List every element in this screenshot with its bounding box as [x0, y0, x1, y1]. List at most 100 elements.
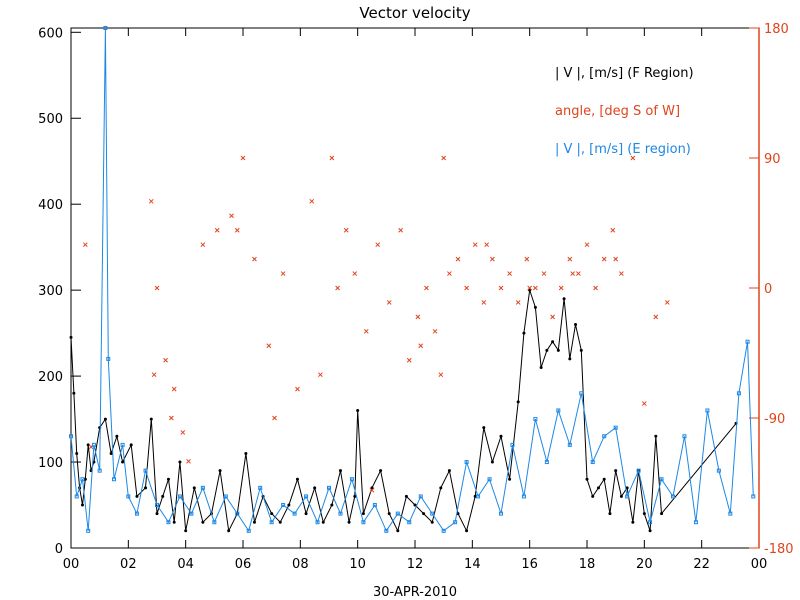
data-point — [372, 503, 377, 508]
legend-angle: angle, [deg S of W] — [555, 104, 680, 119]
data-point — [591, 494, 595, 498]
data-point — [327, 485, 331, 490]
data-point — [716, 468, 721, 473]
data-point — [292, 511, 297, 516]
data-point — [161, 494, 165, 498]
data-point — [641, 401, 647, 406]
y-left-tick-label: 100 — [38, 456, 63, 471]
data-point — [576, 271, 581, 276]
data-point — [562, 297, 566, 301]
data-point — [482, 426, 486, 430]
y-left-tick-label: 200 — [38, 370, 63, 385]
data-point — [476, 494, 481, 499]
data-point — [309, 198, 315, 204]
data-point — [149, 417, 153, 421]
data-point — [527, 285, 533, 291]
data-point — [745, 339, 750, 344]
data-point — [235, 511, 240, 516]
data-point — [508, 477, 512, 481]
data-point — [614, 469, 618, 473]
series-line — [70, 289, 737, 533]
data-point — [86, 528, 91, 533]
data-point — [625, 494, 630, 499]
data-point — [550, 314, 555, 320]
series-2 — [69, 26, 756, 533]
data-point — [630, 155, 636, 161]
data-point — [422, 512, 426, 516]
x-axis-ticks: 00 02 04 06 08 10 12 14 16 18 20 22 00 — [63, 28, 767, 572]
data-point — [103, 26, 108, 30]
data-point — [155, 503, 159, 508]
data-point — [134, 511, 139, 516]
data-point — [613, 256, 619, 262]
data-point — [80, 477, 85, 482]
data-point — [728, 511, 733, 516]
data-point — [287, 503, 291, 507]
data-point — [171, 386, 177, 392]
data-point — [386, 300, 392, 305]
data-point — [608, 512, 612, 516]
data-point — [72, 391, 76, 395]
data-point — [567, 442, 572, 447]
data-point — [234, 227, 240, 233]
data-point — [121, 460, 125, 464]
data-point — [379, 469, 383, 473]
x-tick-label: 10 — [349, 557, 366, 572]
data-point — [631, 520, 635, 524]
data-point — [601, 256, 607, 262]
data-point — [172, 520, 176, 524]
y-axis-left-ticks: 0 100 200 300 400 500 600 — [38, 26, 81, 557]
data-point — [590, 460, 595, 465]
data-point — [447, 271, 452, 276]
data-point — [455, 256, 461, 262]
x-tick-label: 18 — [579, 557, 596, 572]
data-point — [660, 512, 664, 516]
data-point — [464, 460, 469, 465]
data-point — [97, 468, 102, 473]
data-point — [654, 434, 658, 438]
series-0 — [69, 288, 738, 533]
data-point — [602, 434, 607, 439]
y-left-tick-label: 300 — [38, 284, 63, 299]
data-point — [270, 512, 274, 516]
data-point — [539, 366, 543, 370]
data-point — [541, 271, 547, 276]
data-point — [406, 357, 412, 363]
data-point — [490, 460, 494, 464]
y-axis-right-ticks: -180 -90 0 90 180 — [749, 22, 794, 557]
data-point — [223, 494, 228, 499]
data-point — [682, 434, 687, 439]
data-point — [218, 469, 222, 473]
data-point — [126, 494, 131, 499]
data-point — [315, 520, 320, 525]
data-point — [304, 494, 309, 499]
data-point — [281, 503, 286, 508]
data-point — [430, 511, 435, 516]
y-left-tick-label: 500 — [38, 112, 63, 127]
data-point — [490, 256, 495, 262]
data-point — [189, 511, 194, 516]
data-point — [168, 415, 174, 421]
y-left-tick-label: 600 — [38, 26, 63, 41]
x-tick-label: 20 — [636, 557, 653, 572]
data-point — [361, 520, 366, 525]
data-point — [613, 425, 618, 430]
data-point — [404, 494, 408, 498]
data-point — [693, 520, 698, 525]
data-point — [415, 314, 421, 320]
data-point — [338, 511, 343, 516]
data-point — [252, 256, 257, 262]
data-point — [369, 487, 375, 493]
data-point — [252, 520, 256, 524]
data-point — [200, 242, 206, 248]
data-point — [266, 343, 272, 349]
data-point — [567, 256, 573, 262]
data-point — [69, 434, 73, 439]
data-point — [625, 486, 629, 490]
data-point — [522, 331, 526, 335]
data-point — [619, 271, 624, 276]
data-point — [318, 372, 323, 378]
data-point — [648, 520, 653, 525]
data-point — [352, 271, 358, 276]
x-tick-label: 14 — [464, 557, 481, 572]
